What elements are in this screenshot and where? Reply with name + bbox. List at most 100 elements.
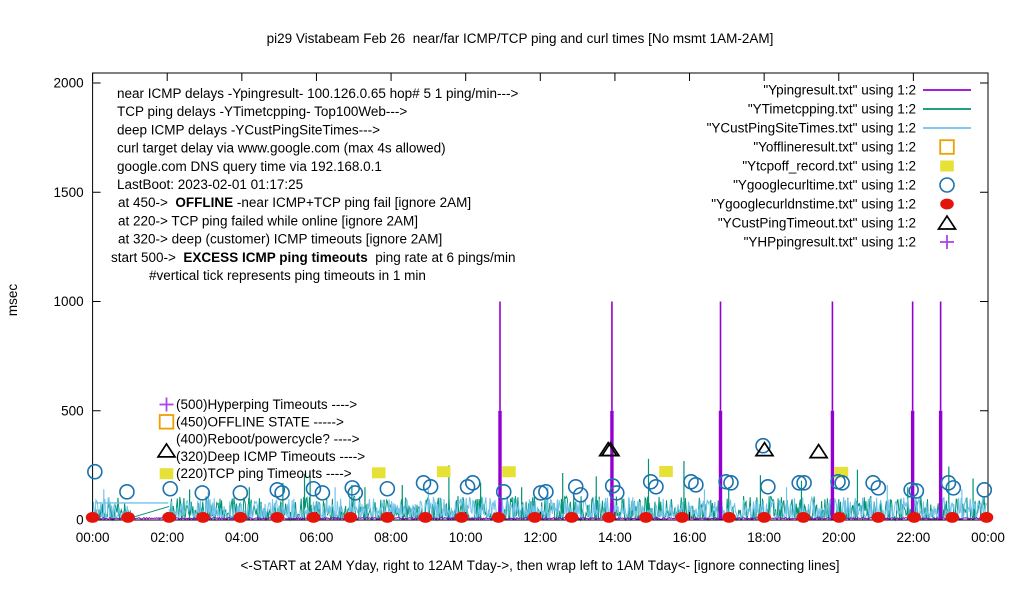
curl-time-circle [940, 475, 957, 491]
curl-time-circle [572, 487, 589, 503]
curl-time-circle [683, 473, 699, 490]
curl-time-circle [459, 478, 476, 495]
y-tick-label: 2000 [54, 76, 84, 91]
dns-time-dot [162, 511, 176, 523]
dns-time-dot [602, 511, 616, 523]
info-line: at 320-> deep (customer) ICMP timeouts [… [118, 232, 442, 247]
curl-time-circle [162, 480, 179, 497]
legend-label: "YCustPingSiteTimes.txt" using 1:2 [707, 121, 916, 136]
dns-time-dot [85, 511, 100, 523]
dns-time-dot [121, 511, 135, 523]
chart-title: pi29 Vistabeam Feb 26 near/far ICMP/TCP … [267, 31, 774, 46]
threshold-marker-open-triangle [156, 442, 177, 458]
legend-sample-open-circle [939, 177, 955, 193]
dns-time-dot [418, 511, 433, 523]
legend-label: "Ygooglecurldnstime.txt" using 1:2 [711, 197, 916, 212]
curl-time-circle [269, 482, 286, 498]
threshold-label: (500)Hyperping Timeouts ----> [176, 397, 357, 412]
curl-time-circle [870, 480, 887, 496]
tcp-gap-connector-line [130, 505, 170, 519]
info-line: at 450-> OFFLINE -near ICMP+TCP ping fai… [118, 195, 471, 210]
x-tick-label: 12:00 [523, 530, 557, 545]
legend-label: "YTimetcpping.txt" using 1:2 [748, 102, 916, 117]
curl-time-circle [796, 475, 812, 491]
dns-time-dot [722, 511, 736, 523]
deep-timeout-triangle [754, 441, 775, 457]
curl-time-circle [495, 484, 512, 500]
legend-label: "Ytcpoff_record.txt" using 1:2 [742, 159, 916, 174]
curl-time-circle [976, 482, 993, 498]
legend-sample-filled-circle [940, 198, 954, 210]
info-line: near ICMP delays -Ypingresult- 100.126.0… [117, 86, 518, 101]
curl-time-circle [608, 485, 625, 501]
dns-time-dot [907, 511, 921, 523]
tcp-off-square [659, 465, 673, 477]
legend-sample-filled-square [940, 160, 954, 172]
dns-time-dot [233, 511, 248, 523]
legend-label: "Yofflineresult.txt" using 1:2 [753, 140, 916, 155]
curl-time-circle [314, 485, 331, 501]
tcp-off-square [834, 466, 849, 478]
curl-time-circle [347, 485, 364, 501]
dns-time-dot [757, 511, 771, 523]
dns-time-dot [871, 511, 886, 523]
dns-time-dot [639, 511, 653, 523]
y-tick-label: 500 [61, 403, 84, 418]
tcp-off-square [436, 466, 451, 478]
threshold-marker-filled-square [159, 468, 174, 480]
info-line: at 220-> TCP ping failed while online [i… [118, 213, 418, 228]
legend-label: "YCustPingTimeout.txt" using 1:2 [718, 216, 916, 231]
curl-time-circle [723, 475, 739, 491]
threshold-marker-open-square [158, 414, 175, 430]
x-tick-label: 18:00 [747, 530, 781, 545]
dns-time-dot [454, 511, 469, 523]
info-line: google.com DNS query time via 192.168.0.… [117, 159, 382, 174]
info-line: LastBoot: 2023-02-01 01:17:25 [117, 177, 303, 192]
x-tick-label: 06:00 [300, 530, 334, 545]
y-tick-label: 1000 [54, 294, 84, 309]
legend-sample-open-triangle [936, 214, 958, 230]
legend-sample-open-square [939, 139, 955, 155]
dns-time-dot [945, 511, 959, 523]
x-tick-label: 20:00 [822, 530, 856, 545]
x-tick-label: 22:00 [896, 530, 930, 545]
dns-time-dot [796, 511, 811, 523]
x-tick-label: 08:00 [374, 530, 408, 545]
info-line: #vertical tick represents ping timeouts … [149, 268, 426, 283]
curl-time-circle [688, 477, 704, 493]
x-tick-label: 00:00 [971, 530, 1005, 545]
x-tick-label: 04:00 [225, 530, 259, 545]
curl-time-circle [908, 483, 925, 499]
curl-time-circle [760, 478, 776, 495]
curl-time-circle [119, 484, 135, 500]
dns-time-dot [343, 511, 358, 523]
dns-time-dot [306, 511, 321, 523]
legend-label: "Ypingresult.txt" using 1:2 [763, 83, 916, 98]
curl-time-circle [532, 485, 549, 501]
info-line: deep ICMP delays -YCustPingSiteTimes---> [117, 122, 380, 137]
legend-label: "YHPpingresult.txt" using 1:2 [744, 235, 916, 250]
tcp-off-square [371, 467, 386, 479]
threshold-label: (220)TCP ping Timeouts ----> [176, 466, 352, 481]
curl-time-circle [567, 478, 584, 495]
curl-time-circle [464, 475, 481, 491]
curl-time-circle [903, 482, 919, 498]
x-tick-label: 14:00 [598, 530, 632, 545]
curl-time-circle [945, 480, 962, 496]
tcp-off-square [502, 466, 516, 478]
threshold-label: (450)OFFLINE STATE -----> [176, 414, 344, 429]
dns-time-dot [527, 511, 542, 523]
curl-time-circle [232, 485, 249, 501]
curl-time-circle [194, 485, 211, 501]
x-axis-label: <-START at 2AM Yday, right to 12AM Tday-… [241, 558, 840, 573]
dns-time-dot [832, 511, 846, 523]
curl-time-circle [834, 475, 850, 491]
dns-time-dot [491, 511, 506, 523]
info-line: curl target delay via www.google.com (ma… [117, 141, 446, 156]
curl-time-circle [865, 475, 881, 491]
x-tick-label: 16:00 [673, 530, 707, 545]
info-line: start 500-> EXCESS ICMP ping timeouts pi… [111, 250, 516, 265]
x-tick-label: 10:00 [449, 530, 483, 545]
